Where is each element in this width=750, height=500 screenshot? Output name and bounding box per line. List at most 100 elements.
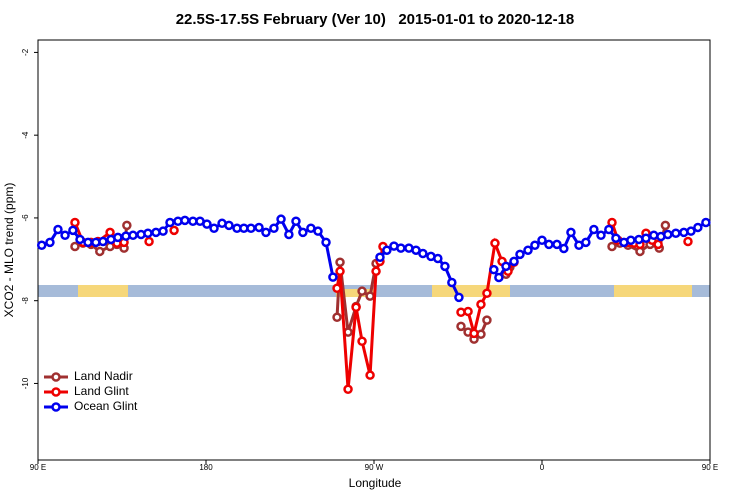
legend-marker: [51, 372, 61, 382]
data-point: [382, 245, 392, 255]
y-axis-label: XCO2 - MLO trend (ppm): [2, 183, 16, 318]
data-point: [95, 246, 105, 257]
data-point: [128, 230, 138, 241]
chart-title: 22.5S-17.5S February (Ver 10) 2015-01-01…: [176, 11, 575, 28]
data-point: [663, 229, 673, 240]
data-point: [482, 288, 492, 298]
data-point: [671, 228, 681, 238]
data-point: [68, 225, 78, 236]
data-point: [604, 224, 614, 235]
y-tick-label: -6: [21, 214, 30, 222]
data-point: [679, 227, 689, 238]
data-point: [566, 227, 576, 238]
land-strip: [432, 285, 510, 297]
data-point: [53, 224, 63, 235]
data-point: [611, 233, 621, 243]
data-point: [375, 252, 385, 262]
x-tick-label: 0: [540, 463, 545, 472]
data-point: [607, 217, 617, 228]
data-point: [36, 240, 47, 250]
data-point: [328, 272, 338, 282]
data-point: [269, 223, 279, 234]
data-point: [113, 232, 123, 243]
data-point: [357, 336, 367, 346]
x-tick-label: 180: [199, 463, 213, 472]
data-point: [596, 230, 606, 241]
x-tick-label: 90 W: [365, 463, 384, 472]
data-point: [313, 226, 323, 236]
data-point: [515, 249, 525, 260]
data-point: [660, 220, 671, 231]
data-point: [180, 215, 190, 226]
y-tick-label: -10: [21, 377, 30, 389]
data-point: [482, 315, 492, 325]
data-point: [254, 222, 264, 233]
data-point: [440, 261, 450, 272]
data-point: [530, 240, 540, 250]
data-point: [683, 236, 693, 247]
data-point: [693, 222, 703, 233]
data-point: [158, 226, 168, 236]
data-point: [626, 235, 636, 246]
data-point: [165, 217, 175, 228]
data-point: [634, 234, 644, 245]
data-point: [489, 264, 499, 275]
data-point: [552, 239, 562, 250]
data-point: [433, 253, 443, 264]
legend-marker: [51, 387, 61, 397]
data-point: [321, 237, 331, 248]
legend-label: Land Nadir: [74, 369, 133, 383]
data-point: [463, 306, 473, 317]
data-point: [70, 241, 80, 252]
x-axis-label: Longitude: [349, 476, 402, 490]
data-point: [509, 256, 519, 267]
data-point: [686, 226, 696, 236]
y-tick-label: -4: [21, 131, 30, 139]
data-point: [98, 236, 108, 247]
data-point: [371, 266, 381, 277]
data-point: [701, 217, 711, 228]
data-point: [261, 227, 271, 238]
data-point: [544, 239, 554, 250]
data-point: [469, 328, 479, 339]
data-point: [335, 266, 345, 277]
data-point: [607, 241, 617, 252]
data-point: [45, 237, 55, 248]
data-point: [418, 248, 428, 259]
data-point: [122, 220, 132, 231]
data-point: [169, 225, 179, 236]
x-tick-label: 90 E: [30, 463, 46, 472]
data-point: [396, 243, 406, 253]
data-point: [501, 261, 511, 272]
data-point: [224, 220, 234, 231]
data-point: [357, 286, 367, 296]
data-point: [246, 223, 256, 234]
data-point: [454, 292, 464, 303]
data-point: [537, 235, 547, 246]
data-point: [276, 214, 286, 224]
data-point: [641, 233, 651, 243]
data-point: [649, 230, 659, 241]
land-strip: [336, 289, 376, 297]
data-point: [456, 321, 466, 332]
x-tick-label: 90 E: [702, 463, 718, 472]
data-point: [335, 257, 345, 267]
data-point: [476, 299, 486, 310]
data-point: [284, 229, 294, 240]
data-point: [411, 245, 421, 255]
data-point: [75, 234, 85, 245]
data-point: [332, 312, 342, 322]
data-point: [143, 228, 153, 238]
legend-label: Ocean Glint: [74, 399, 138, 413]
data-point: [151, 227, 161, 238]
land-strip: [614, 285, 692, 297]
data-point: [365, 370, 375, 380]
data-point: [523, 245, 533, 255]
data-point: [494, 272, 504, 283]
data-point: [559, 243, 569, 254]
data-point: [351, 302, 361, 313]
y-tick-label: -2: [21, 48, 30, 56]
data-point: [332, 283, 342, 294]
data-point: [365, 291, 375, 301]
data-point: [60, 230, 70, 241]
